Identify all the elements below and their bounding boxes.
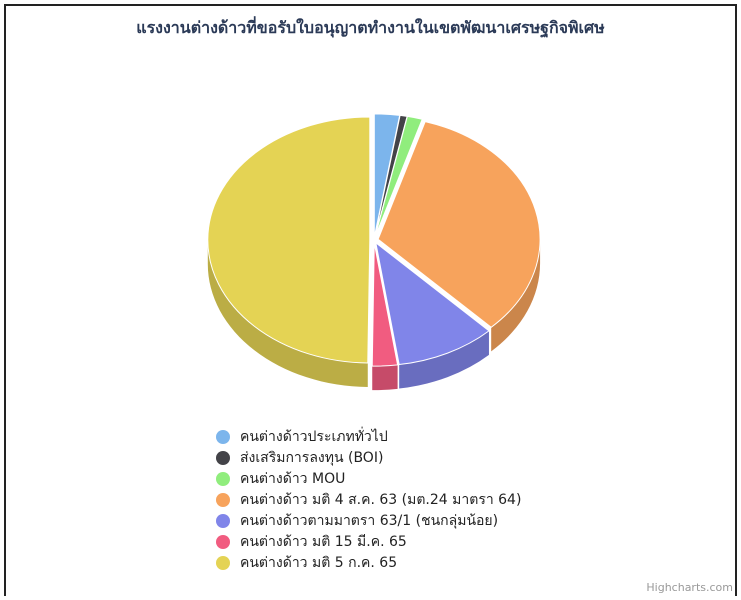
legend-label: คนต่างด้าวตามมาตรา 63/1 (ชนกลุ่มน้อย) — [240, 512, 499, 529]
legend-item-6[interactable]: คนต่างด้าว มติ 5 ก.ค. 65 — [216, 552, 521, 573]
legend-marker-icon — [216, 471, 230, 486]
legend-label: ส่งเสริมการลงทุน (BOI) — [240, 449, 384, 466]
legend-marker-icon — [216, 429, 230, 444]
legend-label: คนต่างด้าว มติ 15 มี.ค. 65 — [240, 533, 407, 550]
pie-slice-3[interactable] — [377, 121, 541, 328]
legend-label: คนต่างด้าว MOU — [240, 470, 346, 487]
pie-slice-5[interactable] — [371, 242, 399, 367]
pie-slice-2[interactable] — [374, 115, 423, 238]
legend-marker-icon — [216, 513, 230, 528]
pie-slice-side-5 — [372, 364, 398, 391]
legend-label: คนต่างด้าว มติ 4 ส.ค. 63 (มต.24 มาตรา 64… — [240, 491, 522, 508]
chart-legend: คนต่างด้าวประเภททั่วไปส่งเสริมการลงทุน (… — [216, 426, 521, 573]
legend-marker-icon — [216, 450, 230, 465]
legend-item-5[interactable]: คนต่างด้าว มติ 15 มี.ค. 65 — [216, 531, 521, 552]
legend-marker-icon — [216, 555, 230, 570]
pie-slice-side-3 — [491, 239, 541, 352]
legend-item-0[interactable]: คนต่างด้าวประเภททั่วไป — [216, 426, 521, 447]
pie-slice-6[interactable] — [207, 116, 371, 364]
legend-label: คนต่างด้าวประเภททั่วไป — [240, 428, 388, 445]
credits-link[interactable]: Highcharts.com — [646, 581, 733, 594]
legend-marker-icon — [216, 492, 230, 507]
legend-label: คนต่างด้าว มติ 5 ก.ค. 65 — [240, 554, 398, 571]
chart-frame — [4, 4, 737, 596]
pie-slice-4[interactable] — [375, 242, 490, 366]
legend-item-3[interactable]: คนต่างด้าว มติ 4 ส.ค. 63 (มต.24 มาตรา 64… — [216, 489, 521, 510]
legend-item-1[interactable]: ส่งเสริมการลงทุน (BOI) — [216, 447, 521, 468]
legend-item-4[interactable]: คนต่างด้าวตามมาตรา 63/1 (ชนกลุ่มน้อย) — [216, 510, 521, 531]
chart-title: แรงงานต่างด้าวที่ขอรับใบอนุญาตทำงานในเขต… — [136, 18, 605, 37]
pie-chart — [207, 113, 541, 391]
legend-marker-icon — [216, 534, 230, 549]
legend-item-2[interactable]: คนต่างด้าว MOU — [216, 468, 521, 489]
